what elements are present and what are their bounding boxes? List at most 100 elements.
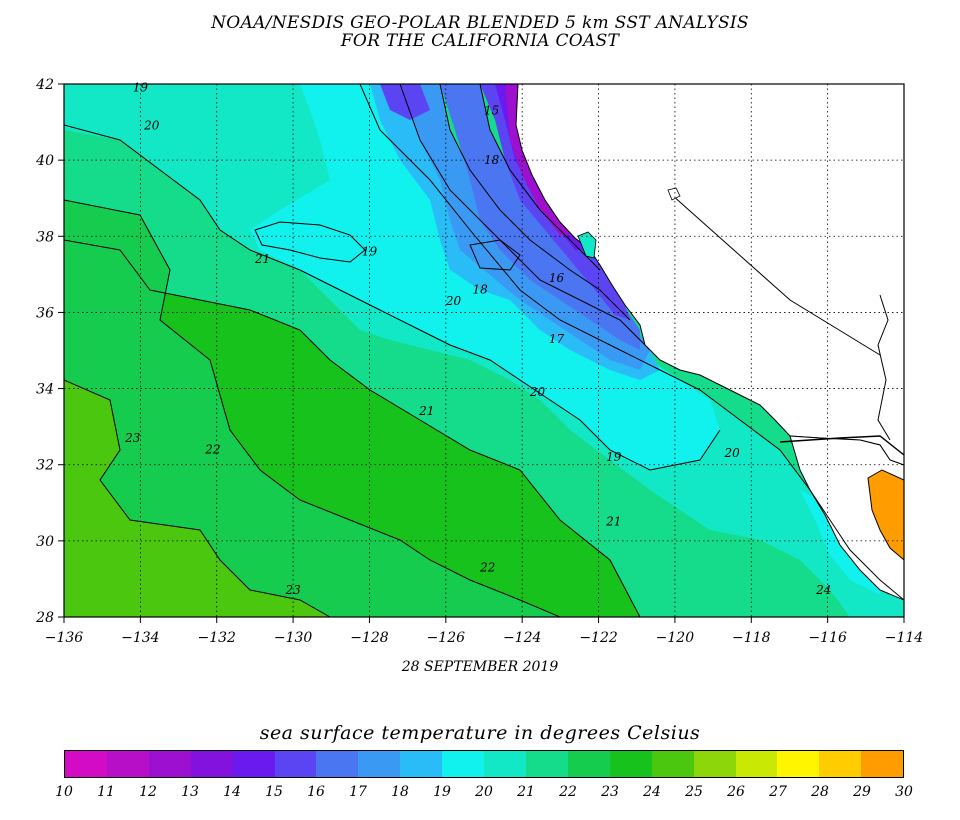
latitude-label: 30	[36, 534, 54, 550]
band-22-23-sw	[64, 200, 560, 617]
colorbar-swatch	[567, 751, 610, 777]
border-ca-nv	[671, 194, 881, 356]
graticule	[64, 84, 904, 617]
contour-label: 24	[815, 583, 831, 597]
colorbar-tick-label: 17	[349, 784, 367, 800]
colorbar-tick-labels: 10 11 12 13 14 15 16 17 18 19 20 21 22 23 24 25 26 27 28 29…	[0, 784, 960, 804]
contour-lines	[64, 84, 904, 617]
longitude-label: −120	[656, 630, 695, 646]
contour-line	[64, 199, 561, 617]
colorbar-tick-label: 27	[769, 784, 787, 800]
latitude-label: 42	[35, 77, 54, 93]
colorbar-swatch	[777, 751, 820, 777]
band-15-16-north	[380, 84, 430, 120]
colorbar-tick-label: 10	[55, 784, 73, 800]
colorbar-swatch	[693, 751, 736, 777]
colorbar-swatch	[106, 751, 149, 777]
colorbar-swatch	[274, 751, 317, 777]
contour-label: 22	[204, 442, 220, 456]
latitude-label: 38	[36, 229, 54, 245]
contour-line	[469, 239, 521, 271]
colorbar-swatch	[65, 751, 107, 777]
longitude-label: −118	[732, 630, 771, 646]
colorbar-title: sea surface temperature in degrees Celsi…	[259, 722, 701, 744]
longitude-label: −116	[808, 630, 847, 646]
colorbar-tick-label: 26	[727, 784, 745, 800]
colorbar-swatch	[316, 751, 359, 777]
longitude-label: −134	[121, 630, 159, 646]
colorbar-swatch	[484, 751, 526, 777]
colorbar-swatch	[442, 751, 485, 777]
contour-line	[479, 84, 601, 271]
contour-label: 21	[254, 252, 270, 266]
colorbar-tick-label: 15	[265, 784, 283, 800]
colorbar-tick-label: 28	[811, 784, 829, 800]
latitude-label: 40	[35, 153, 54, 169]
colorbar-tick-label: 22	[559, 784, 577, 800]
contour-line	[64, 239, 641, 617]
longitude-labels: −136 −134 −132 −130 −128 −126 −124 −122 −120 −118…	[45, 617, 923, 646]
gulf-of-california	[867, 469, 904, 561]
contour-label: 15	[484, 103, 499, 117]
colorbar-tick-label: 12	[139, 784, 157, 800]
map-frame	[63, 83, 905, 618]
longitude-label: −132	[198, 630, 237, 646]
band-23-24	[64, 380, 330, 617]
map-title-line-2: FOR THE CALIFORNIA COAST	[340, 31, 620, 51]
contour-line	[64, 124, 721, 471]
colorbar-swatch	[819, 751, 862, 777]
contour-line	[64, 379, 331, 617]
latitude-labels: 42 40 38 36 34 32 30 28	[35, 77, 64, 626]
border-us-mexico	[779, 435, 904, 456]
colorbar-swatch	[609, 751, 652, 777]
colorbar-swatch	[232, 751, 275, 777]
colorbar-swatch	[861, 751, 904, 777]
colorbar-tick-label: 24	[643, 784, 661, 800]
contour-label: 20	[529, 385, 546, 399]
latitude-label: 28	[35, 610, 54, 626]
colorbar-tick-label: 20	[475, 784, 493, 800]
colorbar-tick-label: 13	[181, 784, 199, 800]
contour-line	[359, 84, 904, 601]
colorbar-tick-label: 30	[895, 784, 913, 800]
map-title-line-1: NOAA/NESDIS GEO-POLAR BLENDED 5 km SST A…	[211, 13, 749, 33]
sst-field	[64, 84, 904, 617]
colorbar-swatch	[651, 751, 694, 777]
longitude-label: −114	[885, 630, 923, 646]
contour-label: 20	[724, 446, 741, 460]
contour-label: 20	[445, 294, 462, 308]
colorbar-swatch	[190, 751, 233, 777]
analysis-date: 28 SEPTEMBER 2019	[401, 659, 559, 675]
contour-label: 17	[549, 332, 565, 346]
colorbar-tick-label: 19	[433, 784, 451, 800]
contour-label: 23	[284, 583, 301, 597]
contour-line	[439, 84, 631, 321]
colorbar-swatch	[400, 751, 443, 777]
contour-label: 20	[143, 119, 160, 133]
colorbar-tick-label: 25	[685, 784, 703, 800]
contour-line	[254, 221, 366, 263]
longitude-label: −126	[427, 630, 466, 646]
contour-label: 21	[418, 404, 434, 418]
latitude-label: 36	[36, 305, 54, 321]
colorado-river	[877, 294, 891, 441]
colorbar-tick-label: 11	[97, 784, 115, 800]
latitude-label: 34	[36, 382, 54, 398]
longitude-label: −128	[350, 630, 389, 646]
contour-label: 19	[133, 81, 149, 95]
longitude-label: −130	[274, 630, 313, 646]
band-12-13	[505, 84, 575, 235]
colorbar-swatch	[735, 751, 778, 777]
contour-line	[399, 84, 651, 351]
contour-label: 22	[479, 560, 495, 574]
contour-label: 16	[549, 271, 565, 285]
colorbar-tick-label: 18	[391, 784, 409, 800]
colorbar-tick-label: 14	[223, 784, 241, 800]
longitude-label: −122	[579, 630, 618, 646]
longitude-label: −136	[45, 630, 84, 646]
contour-label: 18	[473, 282, 489, 296]
contour-label: 23	[124, 431, 141, 445]
colorbar-tick-label: 16	[307, 784, 325, 800]
